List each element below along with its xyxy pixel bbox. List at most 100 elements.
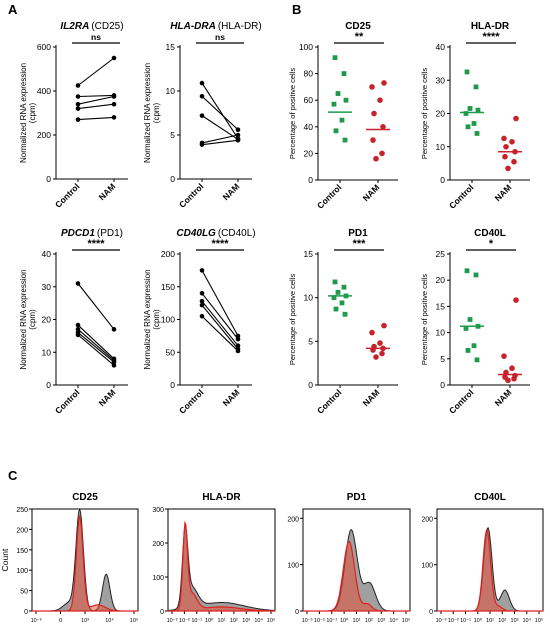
y-tick-label: 0 — [440, 380, 445, 390]
chart-B2: 0 10 20 30 40 Control NAM HLA-DR Percentage of p… — [420, 21, 530, 211]
chart-A2: 0 5 10 15 Control NAM HLA-DRA (HLA-DR) Normalize… — [143, 21, 262, 210]
control-point — [75, 322, 81, 328]
y-axis-label-unit: (cpm) — [152, 309, 161, 330]
control-point — [339, 300, 345, 306]
control-point — [199, 93, 205, 99]
y-tick-label: 200 — [421, 516, 433, 523]
x-tick-label: 10⁰ — [205, 617, 214, 624]
x-tick-label: 10⁻² — [448, 618, 459, 624]
control-point — [199, 298, 205, 304]
x-category-label: NAM — [493, 182, 514, 203]
pair-line — [201, 270, 239, 337]
chart-title: PD1 — [347, 492, 367, 503]
pair-line — [201, 95, 239, 131]
title-gene: HLA-DRA — [170, 21, 216, 32]
x-tick-label: 10³ — [377, 618, 385, 624]
chart-A3: 0 10 20 30 40 Control NAM PDCD1 (PD1) Normalized … — [19, 228, 128, 416]
y-tick-label: 15 — [436, 301, 446, 311]
y-axis-label: Count — [0, 548, 10, 571]
x-category-label: NAM — [97, 181, 118, 202]
y-tick-label: 10 — [42, 347, 52, 357]
pair-line — [201, 315, 239, 352]
nam-point — [503, 143, 509, 150]
pair-line — [201, 134, 239, 144]
nam-point — [377, 340, 383, 346]
pair-line — [201, 139, 239, 146]
nam-point — [235, 336, 241, 342]
nam-point — [235, 137, 241, 143]
y-tick-label: 0 — [308, 175, 313, 185]
control-point — [75, 327, 81, 332]
control-point — [464, 268, 470, 274]
x-category-label: Control — [177, 181, 205, 209]
y-tick-label: 5 — [308, 336, 313, 346]
x-category-label: Control — [53, 387, 81, 415]
y-tick-label: 100 — [299, 42, 313, 52]
nam-histogram — [303, 540, 410, 612]
control-point — [463, 326, 469, 331]
significance-label: ** — [355, 31, 364, 43]
y-tick-label: 0 — [46, 174, 51, 184]
pair-line — [201, 304, 239, 350]
nam-point — [513, 297, 519, 303]
x-tick-label: 10⁻³ — [436, 618, 447, 624]
control-point — [474, 131, 480, 136]
chart-title: HLA-DR — [471, 21, 510, 32]
nam-point — [509, 365, 515, 372]
y-tick-label: 0 — [308, 380, 313, 390]
nam-histogram — [437, 529, 543, 612]
pair-line — [77, 94, 115, 98]
y-tick-label: 100 — [287, 563, 299, 570]
x-tick-label: 10⁴ — [523, 617, 532, 624]
significance-label: **** — [87, 238, 105, 250]
x-tick-label: 10² — [498, 618, 506, 624]
x-tick-label: 0 — [59, 618, 62, 624]
nam-point — [380, 124, 386, 130]
pair-line — [201, 82, 239, 139]
control-point — [475, 107, 481, 113]
control-point — [199, 302, 205, 308]
pair-line — [77, 95, 115, 105]
control-point — [75, 106, 81, 111]
nam-point — [509, 138, 515, 145]
control-point — [335, 91, 341, 96]
y-tick-label: 30 — [42, 282, 52, 292]
chart-title: HLA-DR — [202, 492, 241, 503]
control-point — [339, 117, 345, 123]
control-point — [199, 80, 205, 86]
control-point — [465, 124, 471, 130]
y-tick-label: 0 — [429, 609, 433, 616]
y-tick-label: 250 — [16, 507, 28, 514]
y-tick-label: 50 — [20, 589, 28, 596]
chart-title: PDCD1 (PD1) — [61, 228, 123, 239]
nam-point — [235, 132, 241, 138]
x-tick-label: 10⁻¹ — [191, 618, 202, 624]
y-tick-label: 10 — [436, 142, 446, 152]
nam-point — [111, 363, 117, 368]
y-axis-label: Normalized RNA expression — [19, 63, 28, 163]
control-point — [343, 97, 349, 103]
chart-C4: CD40L 0 100 200 10⁻³ 10⁻² 10⁻¹ 10⁰ 10¹ 10² 10³ 10⁴ 1… — [421, 492, 544, 624]
panel-letter: B — [292, 2, 301, 17]
nam-point — [111, 101, 117, 107]
control-point — [335, 290, 341, 295]
pair-line — [77, 103, 115, 110]
x-category-label: Control — [53, 181, 81, 209]
control-point — [464, 69, 470, 75]
x-tick-label: 10⁻¹ — [326, 618, 337, 624]
y-tick-label: 200 — [152, 541, 164, 548]
title-gene: PDCD1 — [61, 228, 95, 239]
x-tick-label: 10⁴ — [389, 617, 398, 624]
y-tick-label: 100 — [421, 563, 433, 570]
control-point — [333, 306, 339, 312]
panel-letter: C — [8, 468, 18, 483]
x-tick-label: 10¹ — [218, 618, 226, 624]
control-point — [467, 106, 473, 111]
y-tick-label: 200 — [37, 130, 51, 140]
title-protein: (PD1) — [97, 228, 123, 239]
control-point — [331, 101, 337, 107]
nam-point — [513, 115, 519, 122]
nam-histogram — [32, 514, 138, 612]
x-category-label: NAM — [361, 387, 382, 408]
